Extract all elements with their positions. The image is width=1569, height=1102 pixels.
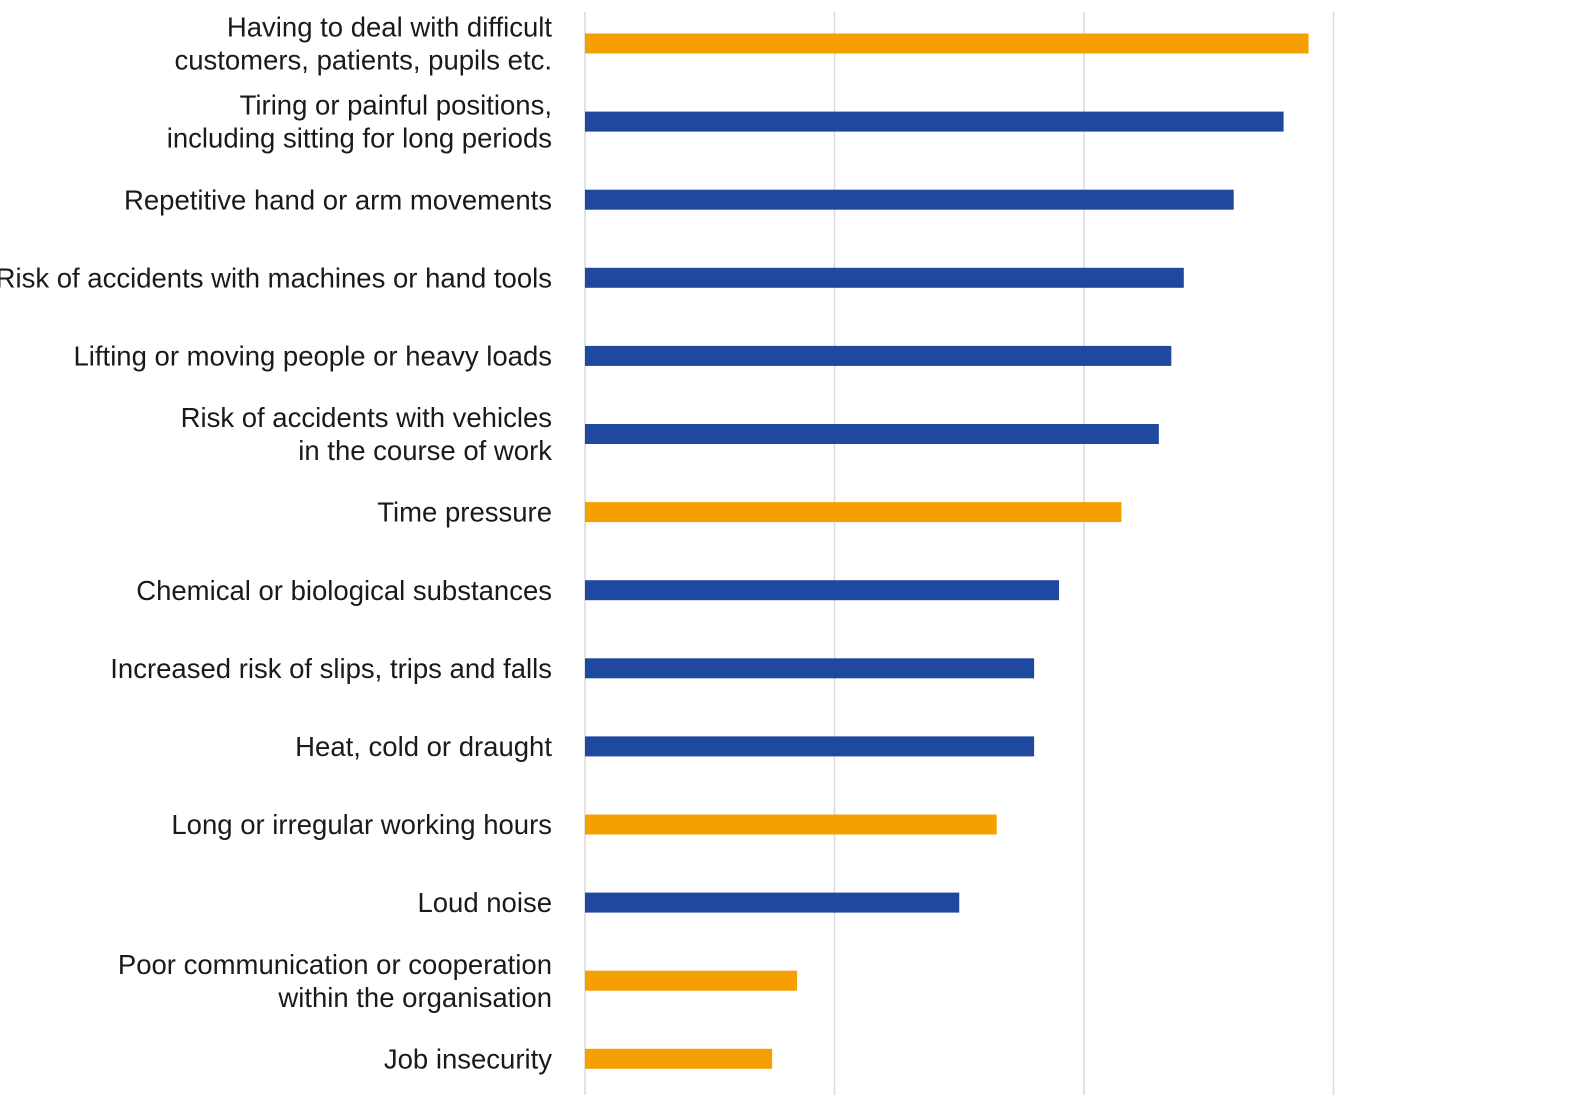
category-label-11-line-1: Long or irregular working hours xyxy=(171,809,552,840)
bar-10 xyxy=(585,736,1035,757)
category-label-13-line-1: Poor communication or cooperation xyxy=(118,949,552,980)
bar-11 xyxy=(585,814,997,835)
category-label-12-line-1: Loud noise xyxy=(417,887,552,918)
category-label-13: Poor communication or cooperation within … xyxy=(118,949,552,1013)
gridlines xyxy=(584,12,1335,1095)
category-label-5: Lifting or moving people or heavy loads xyxy=(74,341,552,372)
category-label-1-line-1: Having to deal with difficult xyxy=(227,12,552,43)
category-label-7: Time pressure xyxy=(377,497,552,528)
category-label-2-line-1: Tiring or painful positions, xyxy=(240,90,552,121)
bars xyxy=(585,33,1309,1069)
bar-13 xyxy=(585,970,798,991)
category-label-6-line-1: Risk of accidents with vehicles xyxy=(181,402,552,433)
category-label-2: Tiring or painful positions, including si… xyxy=(167,90,552,154)
bar-9 xyxy=(585,658,1035,679)
category-labels: Having to deal with difficult customers, … xyxy=(0,12,552,1075)
category-label-1-line-2: customers, patients, pupils etc. xyxy=(174,45,552,76)
category-label-10: Heat, cold or draught xyxy=(295,731,552,762)
category-label-11: Long or irregular working hours xyxy=(171,809,552,840)
category-label-9: Increased risk of slips, trips and falls xyxy=(110,653,552,684)
bar-14 xyxy=(585,1048,773,1069)
category-label-8-line-1: Chemical or biological substances xyxy=(136,575,552,606)
bar-3 xyxy=(585,189,1234,210)
category-label-3: Repetitive hand or arm movements xyxy=(124,184,552,215)
bar-1 xyxy=(585,33,1309,54)
category-label-14-line-1: Job insecurity xyxy=(384,1043,552,1074)
category-label-14: Job insecurity xyxy=(384,1043,552,1074)
category-label-3-line-1: Repetitive hand or arm movements xyxy=(124,184,552,215)
category-label-4-line-1: Risk of accidents with machines or hand … xyxy=(0,262,552,293)
category-label-5-line-1: Lifting or moving people or heavy loads xyxy=(74,341,552,372)
category-label-13-line-2: within the organisation xyxy=(277,982,552,1013)
category-label-8: Chemical or biological substances xyxy=(136,575,552,606)
category-label-2-line-2: including sitting for long periods xyxy=(167,123,552,154)
bar-12 xyxy=(585,892,960,913)
bar-2 xyxy=(585,111,1284,132)
bar-8 xyxy=(585,580,1060,601)
category-label-10-line-1: Heat, cold or draught xyxy=(295,731,552,762)
bar-7 xyxy=(585,502,1122,523)
category-label-7-line-1: Time pressure xyxy=(377,497,552,528)
category-label-12: Loud noise xyxy=(417,887,552,918)
category-label-6-line-2: in the course of work xyxy=(298,435,552,466)
category-label-4: Risk of accidents with machines or hand … xyxy=(0,262,552,293)
bar-5 xyxy=(585,345,1172,366)
bar-6 xyxy=(585,424,1159,444)
bar-4 xyxy=(585,267,1184,288)
category-label-9-line-1: Increased risk of slips, trips and falls xyxy=(110,653,552,684)
category-label-6: Risk of accidents with vehicles in the co… xyxy=(181,402,553,466)
category-label-1: Having to deal with difficult customers, … xyxy=(174,12,552,76)
